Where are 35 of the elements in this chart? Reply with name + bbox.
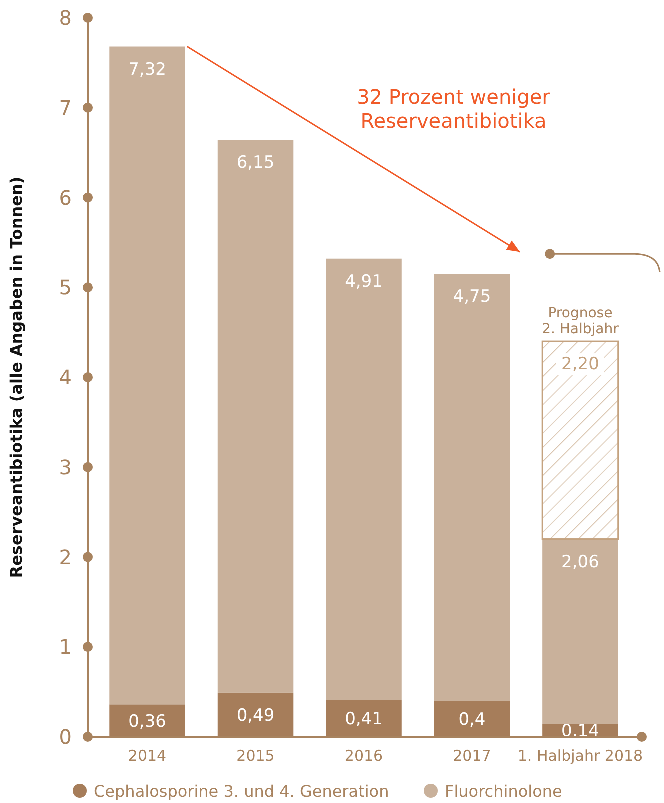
x-tick-label: 2015 [236,747,275,765]
x-tick-label: 2016 [344,747,384,765]
data-label: 6,15 [236,153,275,174]
y-tick-label: 8 [59,6,72,30]
y-tick-label: 2 [59,545,72,570]
data-label: 0,49 [236,706,275,726]
y-axis-title: Reserveantibiotika (alle Angaben in Tonnen) [7,176,26,578]
bar [110,46,186,705]
data-label: 0,41 [345,710,383,730]
bar [542,340,620,540]
data-label: 4,75 [453,287,492,308]
y-tick-label: 4 [59,366,72,390]
bar [542,539,618,724]
x-tick-label: 2017 [453,747,492,765]
y-tick-label: 5 [59,276,72,300]
y-tick-label: 6 [59,186,72,210]
legend-label: Cephalosporine 3. und 4. Generation [94,782,390,801]
bar [434,274,510,702]
bar [218,140,294,693]
y-tick-label: 3 [59,455,72,480]
x-tick-label: 1. Halbjahr 2018 [518,747,644,765]
legend-label: Fluorchinolone [445,782,562,801]
data-label: 4,91 [345,272,383,292]
annotation: 32 Prozent weniger Reserveantibiotika [357,85,552,133]
y-tick-label: 0 [59,725,72,749]
data-label: 2,20 [562,354,600,375]
data-label: 0,4 [458,710,486,730]
data-label: 7,32 [128,60,166,80]
x-tick-label: 2014 [128,747,167,765]
y-tick-label: 7 [59,96,72,120]
series-label: Prognose 2. Halbjahr [542,306,620,338]
y-tick-label: 1 [59,635,72,660]
data-label: 2,06 [562,552,600,572]
data-label: 0,36 [128,712,166,732]
bar [326,258,402,700]
